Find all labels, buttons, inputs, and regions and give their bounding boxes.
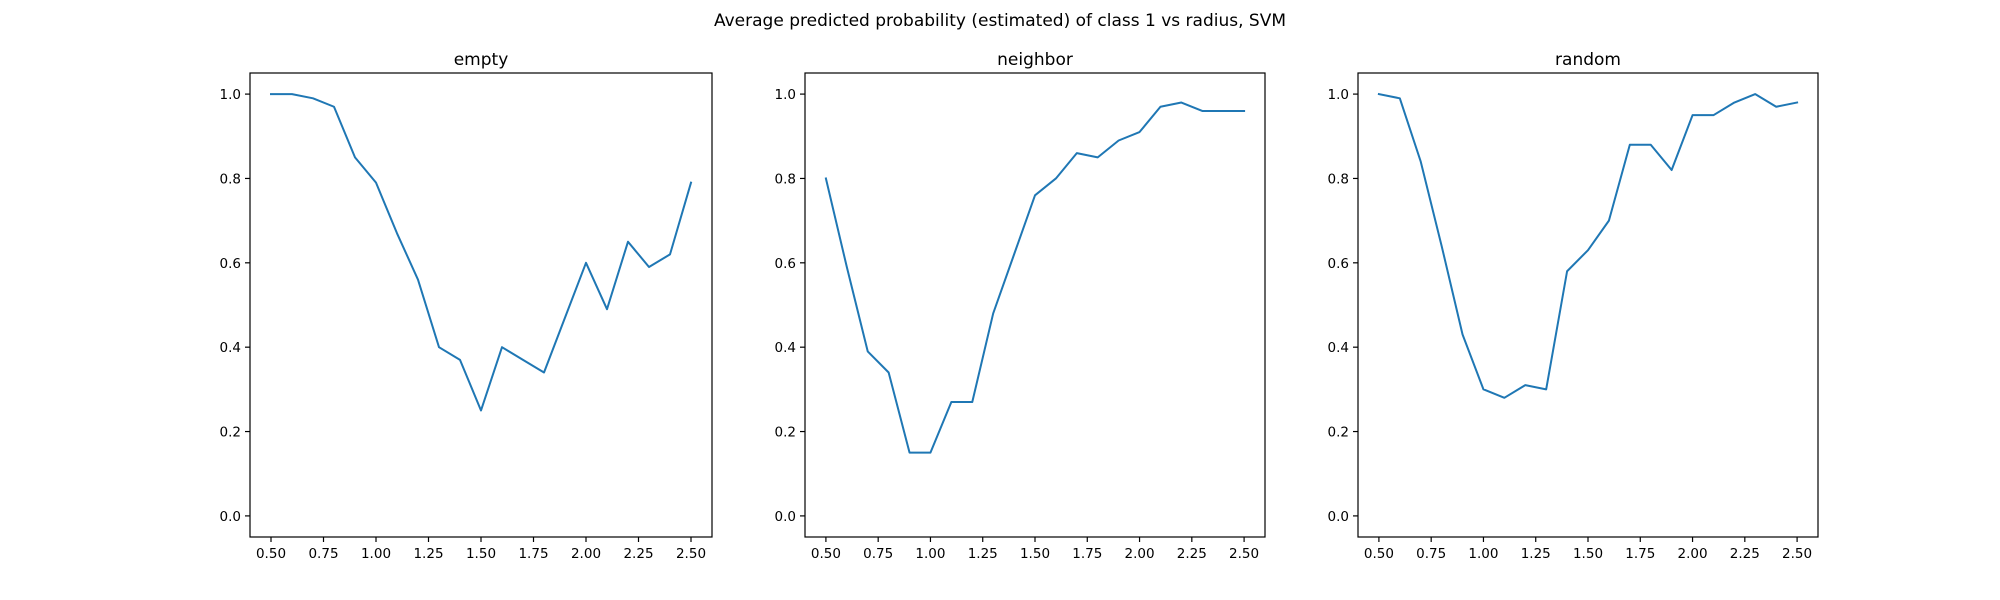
subplot-empty: empty 0.50 0.75 1.00 1.25 1.50 1.75 2.00 2.25 2.5… <box>220 50 713 562</box>
axes-frame <box>249 72 713 538</box>
axes-frame <box>1357 72 1819 538</box>
y-tick-label: 0.8 <box>220 171 241 187</box>
subplot-neighbor: neighbor 0.50 0.75 1.00 1.25 1.50 1.75 2.00 2.25… <box>775 50 1266 562</box>
x-tick-label: 2.50 <box>676 546 706 562</box>
x-tick-label: 1.50 <box>1020 546 1050 562</box>
series-line-empty <box>270 93 693 412</box>
y-tick-label: 0.0 <box>220 509 241 525</box>
x-tick-label: 2.25 <box>623 546 653 562</box>
x-tick-label: 1.25 <box>1521 546 1551 562</box>
subplot-random: random 0.50 0.75 1.00 1.25 1.50 1.75 2.00 2.25 2.… <box>1328 50 1819 562</box>
x-tick-label: 2.50 <box>1229 546 1259 562</box>
y-tick-label: 0.8 <box>775 171 796 187</box>
y-tick-label: 0.4 <box>1328 340 1349 356</box>
x-tick-label: 2.00 <box>571 546 601 562</box>
y-tick-label: 1.0 <box>775 87 796 103</box>
axes-frame <box>804 72 1266 538</box>
x-tick-label: 0.50 <box>256 546 286 562</box>
x-tick-label: 0.75 <box>863 546 893 562</box>
x-tick-label: 1.75 <box>1625 546 1655 562</box>
x-tick-label: 2.25 <box>1177 546 1207 562</box>
figure-suptitle: Average predicted probability (estimated… <box>714 11 1286 31</box>
subplot-title: neighbor <box>997 50 1073 70</box>
x-tick-label: 0.75 <box>1416 546 1446 562</box>
series-line-neighbor <box>824 101 1246 454</box>
y-tick-label: 1.0 <box>1328 87 1349 103</box>
y-tick-label: 0.6 <box>1328 256 1349 272</box>
x-tick-label: 1.00 <box>361 546 391 562</box>
x-tick-label: 1.50 <box>466 546 496 562</box>
x-tick-label: 1.50 <box>1573 546 1603 562</box>
y-tick-label: 0.8 <box>1328 171 1349 187</box>
y-tick-label: 0.2 <box>220 425 241 441</box>
x-tick-label: 1.75 <box>518 546 548 562</box>
x-tick-label: 2.00 <box>1125 546 1155 562</box>
x-tick-label: 1.00 <box>915 546 945 562</box>
subplot-panels: empty 0.50 0.75 1.00 1.25 1.50 1.75 2.00 2.25 2.5… <box>220 50 1819 562</box>
y-tick-label: 0.6 <box>220 256 241 272</box>
y-tick-label: 0.6 <box>775 256 796 272</box>
x-tick-label: 2.50 <box>1782 546 1812 562</box>
y-tick-label: 0.4 <box>220 340 241 356</box>
y-tick-label: 0.0 <box>1328 509 1349 525</box>
x-tick-label: 1.25 <box>968 546 998 562</box>
y-tick-label: 1.0 <box>220 87 241 103</box>
y-tick-label: 0.2 <box>1328 425 1349 441</box>
subplot-title: empty <box>454 50 509 70</box>
x-tick-label: 0.50 <box>811 546 841 562</box>
x-tick-label: 1.25 <box>413 546 443 562</box>
series-line-random <box>1377 92 1799 399</box>
y-tick-label: 0.0 <box>775 509 796 525</box>
y-tick-label: 0.2 <box>775 425 796 441</box>
subplot-title: random <box>1555 50 1621 70</box>
x-tick-label: 2.00 <box>1678 546 1708 562</box>
x-tick-label: 1.75 <box>1072 546 1102 562</box>
y-tick-label: 0.4 <box>775 340 796 356</box>
x-tick-label: 1.00 <box>1468 546 1498 562</box>
x-tick-label: 0.50 <box>1364 546 1394 562</box>
x-tick-label: 0.75 <box>308 546 338 562</box>
x-tick-label: 2.25 <box>1730 546 1760 562</box>
